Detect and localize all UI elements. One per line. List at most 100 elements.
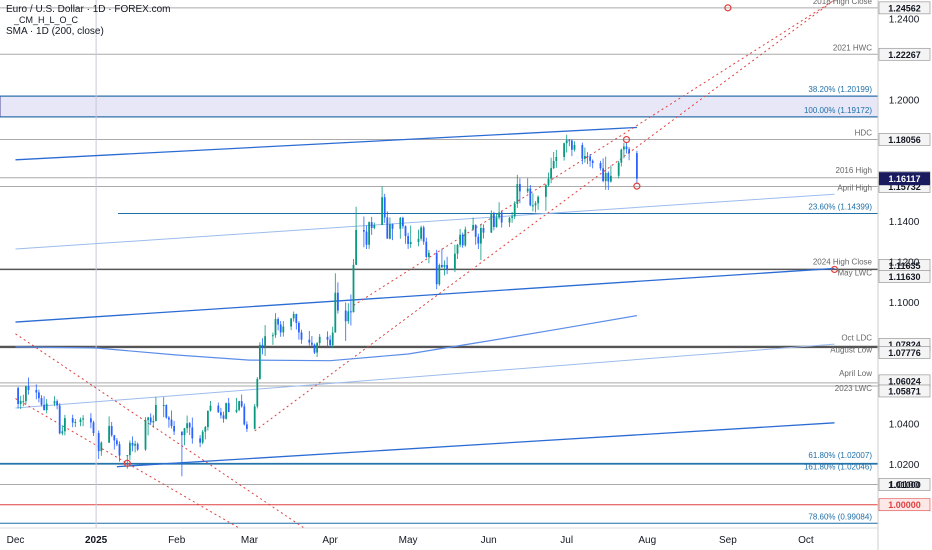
- candle-body: [56, 401, 58, 406]
- candle-body: [599, 163, 602, 169]
- candle-body: [27, 386, 30, 391]
- candle-body: [40, 398, 43, 405]
- candle-body: [97, 433, 100, 452]
- candle-body: [126, 455, 129, 457]
- candle-body: [201, 431, 204, 443]
- candle-body: [604, 172, 607, 182]
- x-tick-label: Mar: [241, 535, 259, 546]
- level-label: 2021 HWC: [833, 43, 872, 52]
- candle-body: [326, 336, 329, 340]
- price-tag-label: 1.06024: [888, 376, 921, 386]
- level-labels-layer: 2018 High Close 2021 HWC 38.20% (1.20199) 1…: [804, 0, 873, 521]
- candle-body: [591, 160, 594, 164]
- price-tag: [878, 270, 931, 283]
- level-label: 38.20% (1.20199): [808, 85, 872, 94]
- candle-body: [441, 265, 443, 268]
- candle-body: [118, 444, 121, 456]
- candle-body: [352, 264, 355, 313]
- candle-body: [186, 423, 188, 429]
- candle-body: [472, 224, 474, 230]
- candle-body: [227, 403, 230, 412]
- candle-body: [318, 336, 321, 344]
- candle-body: [344, 310, 347, 322]
- price-tag-label: 1.00000: [888, 500, 921, 510]
- x-tick-label: Dec: [7, 535, 25, 546]
- candle-body: [334, 292, 337, 333]
- candle-body: [331, 332, 334, 346]
- candle-body: [607, 172, 610, 182]
- fib-zone-layer: [0, 95, 879, 118]
- x-tick-label: Feb: [168, 535, 186, 546]
- candle-body: [516, 184, 519, 204]
- candle-body: [373, 224, 376, 228]
- candle-body: [313, 344, 316, 353]
- candle-body: [110, 426, 113, 436]
- candle-body: [238, 401, 240, 410]
- level-label: April Low: [839, 369, 872, 378]
- trendlines-layer: [15, 0, 835, 529]
- candle-body: [519, 184, 521, 192]
- candle-body: [147, 417, 149, 421]
- candle-body: [298, 322, 300, 333]
- y-tick-label: 1.1000: [889, 298, 920, 309]
- candle-body: [617, 162, 620, 176]
- candles-layer: [17, 134, 638, 477]
- level-label: April High: [837, 183, 872, 192]
- candle-body: [181, 431, 183, 436]
- candle-body: [220, 412, 222, 416]
- candle-body: [461, 234, 464, 246]
- candle-body: [573, 145, 576, 150]
- candle-body: [144, 420, 147, 450]
- candle-body: [443, 265, 446, 268]
- candle-body: [435, 252, 438, 285]
- x-tick-label: Jun: [481, 535, 497, 546]
- candle-body: [454, 253, 456, 270]
- candle-body: [134, 443, 136, 446]
- candle-body: [165, 405, 168, 418]
- trendline: [15, 193, 835, 250]
- candle-body: [100, 442, 103, 452]
- candle-body: [438, 265, 441, 285]
- candle-body: [456, 244, 459, 254]
- x-tick-label: Oct: [798, 535, 814, 546]
- price-tag-label: 1.07776: [888, 348, 921, 358]
- candle-body: [446, 265, 448, 270]
- price-tag-label: 1.22267: [888, 50, 921, 60]
- candle-body: [532, 205, 534, 207]
- candle-body: [295, 313, 298, 323]
- level-label: Oct LDC: [841, 333, 872, 342]
- candle-body: [508, 217, 511, 223]
- level-label: 61.80% (1.02007): [808, 451, 872, 460]
- candle-body: [282, 326, 285, 333]
- candle-body: [188, 423, 191, 428]
- candle-body: [168, 417, 170, 420]
- candle-body: [25, 386, 27, 402]
- level-label: 2023 LWC: [835, 384, 872, 393]
- candle-body: [500, 212, 503, 223]
- y-tick-label: 1.0200: [889, 460, 920, 471]
- candle-body: [428, 252, 430, 257]
- candle-body: [38, 392, 40, 399]
- candle-body: [490, 213, 493, 233]
- candle-body: [363, 230, 365, 232]
- candle-body: [529, 188, 532, 206]
- sma-layer: [15, 315, 638, 362]
- indicator-legend[interactable]: SMA · 1D (200, close): [6, 26, 104, 37]
- candle-body: [272, 335, 274, 337]
- candle-body: [116, 440, 118, 445]
- candle-body: [589, 156, 591, 161]
- candle-body: [555, 156, 558, 162]
- candle-body: [45, 403, 48, 411]
- candle-body: [136, 443, 139, 450]
- candle-body: [370, 222, 373, 228]
- price-tag-label: 1.05871: [888, 386, 921, 396]
- candle-body: [417, 238, 420, 242]
- x-tick-label: Aug: [638, 535, 656, 546]
- candle-body: [545, 185, 547, 197]
- level-label: 161.80% (1.02046): [804, 462, 872, 471]
- candle-body: [571, 140, 573, 150]
- candle-body: [279, 324, 282, 333]
- ohlc-legend: _CM_H_L_O_C: [14, 15, 79, 25]
- candle-body: [43, 404, 45, 411]
